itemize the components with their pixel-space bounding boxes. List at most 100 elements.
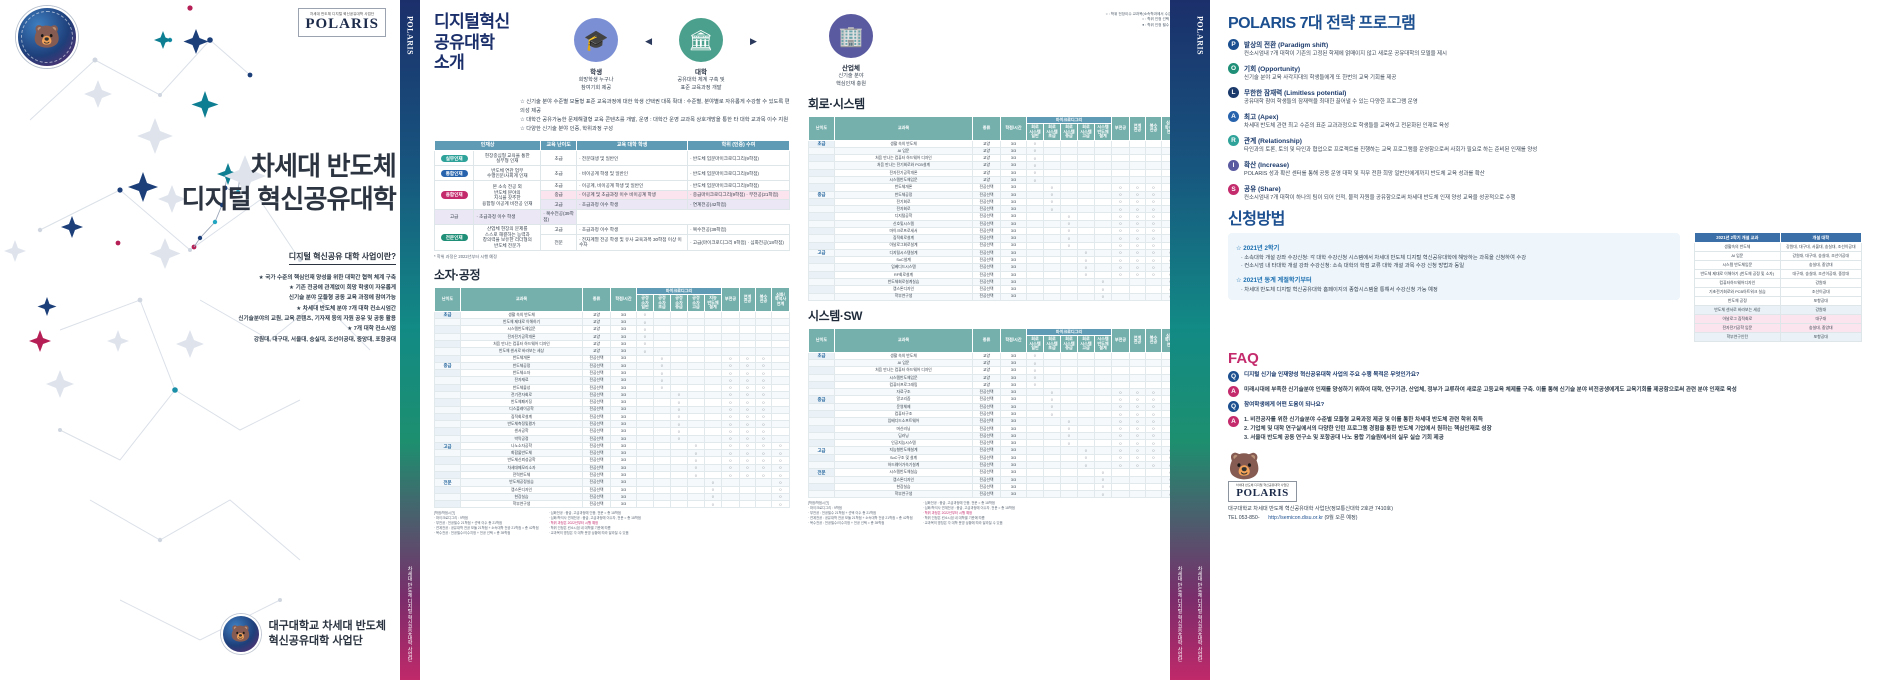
talent-target-cell: · 전자계열 전공 학생 및 유사 교육과목 30학점 이상 이수자 [576, 233, 689, 251]
website-link[interactable]: http://semicon.disu.or.kr [1268, 514, 1323, 521]
faq-a-badge: A [1228, 416, 1239, 428]
cell-level [808, 439, 835, 448]
cell-mark [1060, 154, 1078, 163]
footnote-item: · 부전공 : 전공필수 21학점 + 선택 이수 총 21학점 [434, 521, 503, 526]
cell-name: 생활 속의 반도체 [834, 139, 973, 148]
cell-mark: ○ [1129, 402, 1146, 412]
cell-mark: ○ [1094, 277, 1112, 287]
cell-mark [1043, 446, 1061, 455]
col-header-micro: 공정 소자 초급 [653, 294, 671, 312]
legend-item: ○ : 학위 인정 선택 교과목 [1142, 17, 1180, 22]
cell-mark [636, 427, 654, 436]
talent-tag: 실무인재 [440, 154, 468, 163]
cell-mark: ○ [1094, 285, 1112, 294]
table-row: AI 입문 강원대, 대구대, 숭실대, 조선이공대 [1694, 251, 1863, 262]
footnote-item: · 학위 과정은 2022년부터 시행 예정 [922, 511, 973, 516]
cell-credit: 3/3 [610, 427, 637, 436]
table-header-row: 인재상 교육 난이도 교육 대학 학생 학위 (인증) 수여 [433, 139, 790, 152]
footnote-item: · 심화전공 : 중급, 고급과정에 인증, 전문 = 총 18학점 [922, 501, 995, 506]
cell-mark: ○ [721, 369, 740, 378]
cell-credit: 3/3 [610, 354, 637, 363]
cell-credit: 3/3 [1000, 285, 1027, 294]
cell-mark [687, 398, 705, 407]
cell-mark: ○ [1111, 402, 1130, 412]
cell-mark [1043, 424, 1061, 433]
cell-mark: ○ [721, 420, 740, 429]
talent-target-cell: · 초급과정 이수 학생 [473, 208, 542, 225]
cell-mark: ○ [721, 463, 740, 473]
table-row: 컴퓨터프로그래밍 교양 3/3 ○ [808, 380, 1180, 390]
program-letter-badge: L [1228, 87, 1239, 99]
cell-mark: ○ [1129, 439, 1146, 448]
course-table-circuit-system: 난이도 교과목 종류 학점/시간 마이크로디그리 부전공 연계전공 복수전공 심… [808, 115, 1180, 301]
cell-mark [670, 347, 688, 356]
polar-bear-icon: 🐻 [230, 626, 251, 643]
cell-kind: 전공선택 [582, 420, 611, 429]
col-header-microdegree: 마이크로디그리 [1026, 115, 1112, 125]
col-header-micro: 회로 시스템 중급 [1060, 335, 1078, 353]
cell-mark: ○ [1111, 212, 1130, 221]
table-row: AI 입문 교양 3/3 ○ [808, 359, 1180, 368]
cell-mark [1043, 482, 1061, 492]
cell-mark [771, 310, 790, 320]
cell-mark [1145, 154, 1162, 163]
cell-mark [1077, 234, 1095, 243]
cell-level [808, 161, 835, 170]
cell-kind: 전공선택 [972, 190, 1001, 199]
cell-mark [1060, 205, 1078, 214]
cell-level [808, 183, 835, 192]
cell-kind: 전공선택 [972, 402, 1001, 412]
cell-mark [1060, 359, 1078, 368]
cell-kind: 전공선택 [582, 456, 611, 465]
polaris-wordmark-caption: 차세대 반도체 디지털 혁신공유대학 사업단 [1236, 483, 1290, 488]
cell-mark: ○ [1077, 446, 1095, 455]
talent-level-cell: 초급 [540, 150, 578, 167]
cell-credit: 3/3 [1000, 197, 1027, 207]
col-header-double: 복수 전공 [755, 286, 772, 312]
cell-mark [1026, 431, 1044, 441]
table-row: 센서공학 전공선택 3/3 ○ ○ ○ ○ [434, 427, 790, 436]
cell-mark: ○ [721, 471, 740, 480]
cell-credit: 3/3 [610, 441, 637, 451]
cell-level: 초급 [434, 310, 461, 320]
program-title: 확산 (Increase) [1244, 162, 1290, 170]
cell-mark [670, 376, 688, 385]
cell-credit: 3/3 [1000, 241, 1027, 250]
cell-mark: ○ [739, 471, 756, 480]
cell-mark: ○ [1043, 205, 1061, 214]
cell-course: 반도체 제대로 이해하기 (반도체 공정 및 소자) [1694, 269, 1781, 280]
col-header-micro: 회로 시스템 고급 [1077, 335, 1095, 353]
cell-level [808, 205, 835, 214]
contact-address: 대구대학교 차세대 반도체 혁신공유대학 사업단(정보통신대학 2호관 7410… [1228, 505, 1870, 523]
cell-mark [1043, 263, 1061, 272]
cell-credit: 3/3 [1000, 373, 1027, 382]
program-item: I 확산 (Increase) POLARIS 성과 확산 센터를 통해 공동 운영… [1228, 159, 1870, 178]
cell-mark: ○ [721, 376, 740, 385]
table-row: 전기전자회로 전공선택 3/3 ○ ○ ○ ○ [434, 390, 790, 400]
cell-kind: 전공선택 [582, 441, 611, 451]
cell-kind: 교양 [972, 139, 1001, 148]
cell-kind: 전공선택 [582, 485, 611, 494]
flow-node-desc: 희망학생 누구나 참여기회 제공 [578, 77, 614, 91]
cell-mark [1094, 373, 1112, 382]
cell-kind: 교양 [582, 332, 611, 341]
cell-kind: 전공선택 [972, 212, 1001, 221]
cell-mark: ○ [721, 354, 740, 363]
cell-credit: 3/3 [1000, 468, 1027, 477]
cell-level [434, 354, 461, 363]
col-header-micro: 회로 시스템 일반 [1026, 123, 1044, 141]
cell-mark: ○ [1077, 460, 1095, 470]
cell-mark [704, 456, 722, 465]
cell-mark [1077, 154, 1095, 163]
cell-mark [653, 405, 671, 414]
cell-mark [1077, 277, 1095, 287]
cell-mark [739, 310, 756, 320]
cell-mark: ○ [1094, 468, 1112, 477]
cell-mark: ○ [1077, 256, 1095, 265]
cell-kind: 전공선택 [582, 369, 611, 378]
apply-heading: ☆ 2021년 2학기 [1236, 244, 1280, 252]
cell-mark [721, 347, 740, 356]
cell-level [434, 456, 461, 465]
